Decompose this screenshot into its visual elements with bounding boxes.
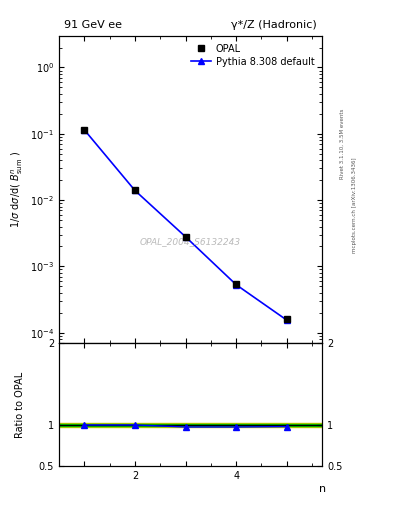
- X-axis label: n: n: [319, 484, 326, 495]
- Line: Pythia 8.308 default: Pythia 8.308 default: [81, 126, 290, 324]
- Y-axis label: Ratio to OPAL: Ratio to OPAL: [15, 371, 25, 438]
- Text: OPAL_2004_S6132243: OPAL_2004_S6132243: [140, 237, 241, 246]
- Pythia 8.308 default: [234, 282, 239, 288]
- Pythia 8.308 default: [285, 317, 289, 323]
- OPAL: [183, 233, 188, 240]
- Pythia 8.308 default: [183, 233, 188, 240]
- OPAL: [82, 126, 86, 133]
- Text: γ*/Z (Hadronic): γ*/Z (Hadronic): [231, 19, 317, 30]
- Legend: OPAL, Pythia 8.308 default: OPAL, Pythia 8.308 default: [189, 40, 318, 70]
- Line: OPAL: OPAL: [81, 126, 290, 323]
- Y-axis label: 1/$\sigma$ d$\sigma$/d( $B^n_{\rm sum}$ ): 1/$\sigma$ d$\sigma$/d( $B^n_{\rm sum}$ …: [9, 151, 25, 228]
- Pythia 8.308 default: [82, 126, 86, 133]
- Pythia 8.308 default: [132, 187, 137, 194]
- OPAL: [234, 281, 239, 287]
- Text: mcplots.cern.ch [arXiv:1306.3436]: mcplots.cern.ch [arXiv:1306.3436]: [352, 157, 357, 252]
- Text: 91 GeV ee: 91 GeV ee: [64, 19, 122, 30]
- OPAL: [132, 187, 137, 194]
- OPAL: [285, 316, 289, 322]
- Text: Rivet 3.1.10, 3.5M events: Rivet 3.1.10, 3.5M events: [340, 108, 345, 179]
- Bar: [59, 424, 322, 426]
- Bar: [59, 422, 322, 428]
